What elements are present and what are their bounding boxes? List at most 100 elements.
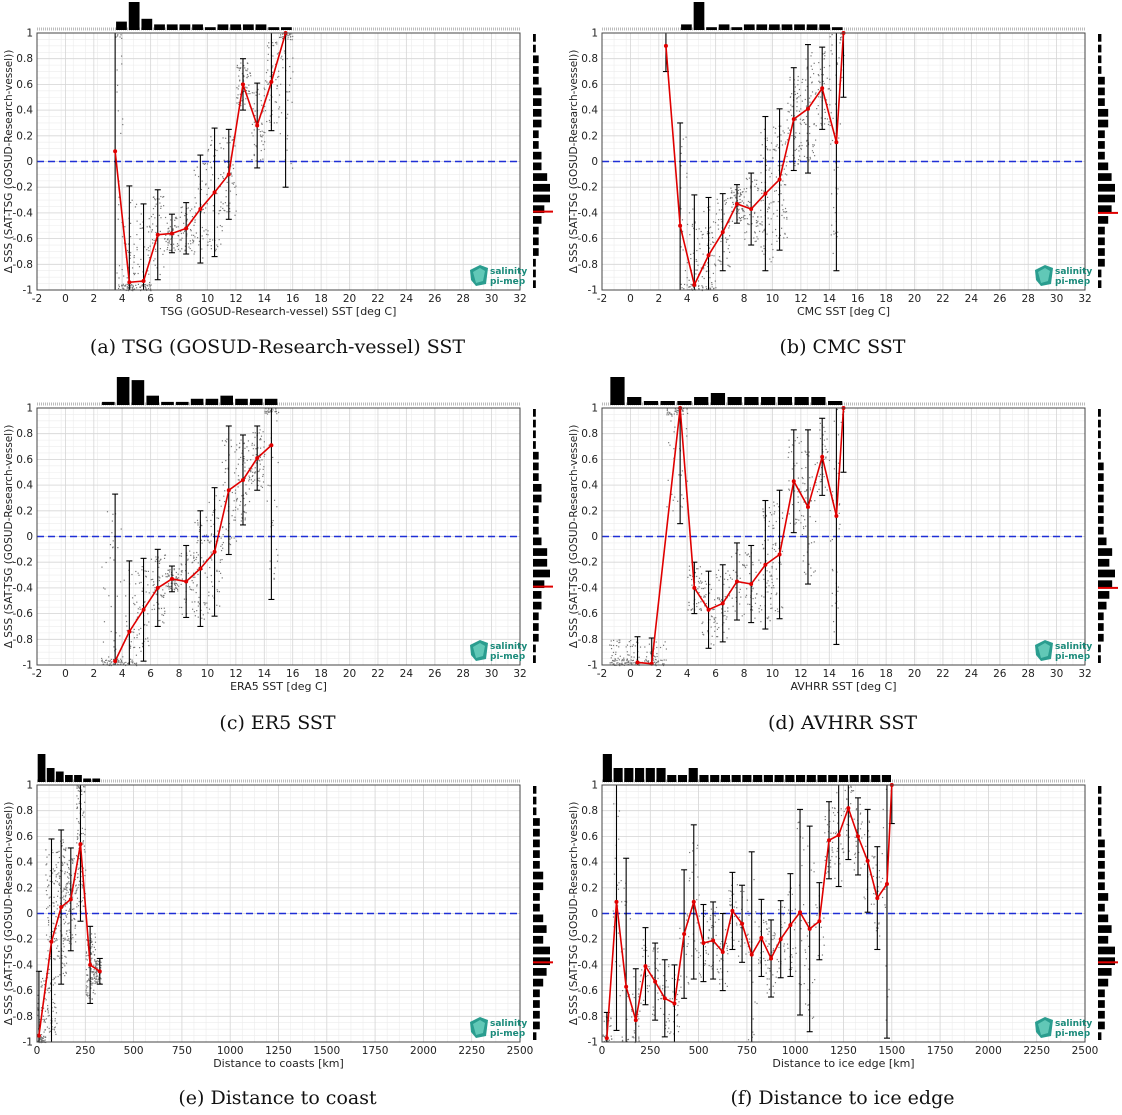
scatter-point <box>55 932 57 934</box>
scatter-point <box>247 75 249 78</box>
scatter-point <box>765 169 767 171</box>
scatter-point <box>628 641 630 643</box>
scatter-point <box>829 78 831 80</box>
mean-point <box>212 190 217 195</box>
scatter-point <box>54 870 56 872</box>
scatter-point <box>694 221 696 223</box>
scatter-point <box>258 477 260 479</box>
mean-point <box>734 579 739 584</box>
scatter-point <box>806 157 808 159</box>
x-tick-label: 26 <box>428 668 442 680</box>
scatter-point <box>715 617 717 619</box>
scatter-point <box>795 522 797 524</box>
x-tick-label: 8 <box>176 293 183 305</box>
scatter-point <box>686 976 688 978</box>
scatter-point <box>666 412 668 414</box>
scatter-point <box>247 68 249 70</box>
scatter-point <box>276 413 278 415</box>
scatter-point <box>164 554 166 556</box>
scatter-point <box>167 231 169 234</box>
scatter-point <box>194 251 196 253</box>
scatter-point <box>766 233 768 235</box>
scatter-point <box>74 927 76 929</box>
scatter-point <box>243 455 245 458</box>
scatter-point <box>831 538 833 541</box>
scatter-point <box>238 103 240 105</box>
scatter-point <box>153 608 156 610</box>
right-hist-bar <box>533 409 536 417</box>
scatter-point <box>757 225 759 227</box>
right-hist-bar <box>1098 655 1101 663</box>
right-hist-bar <box>533 644 536 653</box>
scatter-point <box>213 523 215 525</box>
scatter-point <box>619 662 621 665</box>
right-hist-bar <box>533 98 542 106</box>
scatter-point <box>43 1031 45 1033</box>
scatter-point <box>272 65 274 67</box>
scatter-point <box>726 616 728 618</box>
scatter-point <box>717 971 719 973</box>
scatter-point <box>243 74 245 77</box>
scatter-point <box>151 608 153 611</box>
plot-frame <box>36 784 521 1043</box>
scatter-point <box>108 595 110 597</box>
scatter-point <box>272 55 274 57</box>
scatter-point <box>132 662 134 664</box>
scatter-point <box>780 125 782 127</box>
scatter-point <box>65 888 67 890</box>
right-hist-bar <box>1098 548 1113 556</box>
scatter-point <box>725 202 727 204</box>
scatter-point <box>760 181 763 184</box>
scatter-point <box>760 200 762 202</box>
scatter-point <box>266 413 269 415</box>
scatter-point <box>809 489 812 491</box>
scatter-point <box>154 217 156 219</box>
scatter-point <box>222 533 224 536</box>
scatter-point <box>239 500 242 503</box>
scatter-point <box>248 488 250 490</box>
scatter-point <box>822 53 824 55</box>
scatter-point <box>101 657 103 660</box>
scatter-point <box>617 657 619 659</box>
scatter-point <box>768 585 770 587</box>
scatter-point <box>109 660 111 662</box>
scatter-point <box>774 935 776 937</box>
scatter-point <box>637 993 640 995</box>
scatter-point <box>262 468 264 470</box>
scatter-point <box>775 150 777 152</box>
right-hist-bar <box>533 258 536 267</box>
scatter-point <box>229 208 231 210</box>
scatter-point <box>671 415 673 417</box>
y-tick-label: -1 <box>588 285 598 297</box>
scatter-point <box>195 202 197 204</box>
scatter-point <box>813 73 815 75</box>
scatter-point <box>195 591 197 594</box>
scatter-point <box>784 207 787 210</box>
scatter-point <box>698 284 700 287</box>
scatter-point <box>790 104 792 106</box>
scatter-point <box>55 938 57 940</box>
scatter-point <box>163 195 165 198</box>
scatter-point <box>729 235 731 237</box>
scatter-point <box>763 230 765 232</box>
scatter-point <box>259 468 261 470</box>
right-hist-bar <box>533 108 542 117</box>
scatter-point <box>63 923 65 925</box>
right-hist-bar <box>533 526 539 535</box>
scatter-point <box>135 203 138 205</box>
scatter-point <box>278 106 281 108</box>
scatter-point <box>776 136 779 138</box>
scatter-point <box>741 200 743 202</box>
scatter-point <box>785 165 787 167</box>
mean-point <box>78 842 83 847</box>
panel-f: 0 250 500 750 1000 1250 1500 1750 2000 2250 2500 -1… <box>565 752 1121 1086</box>
scatter-point <box>773 149 775 151</box>
scatter-point <box>786 139 789 141</box>
scatter-point <box>112 658 115 661</box>
scatter-point <box>216 192 218 195</box>
scatter-point <box>64 905 66 907</box>
right-hist-bar <box>1098 462 1104 471</box>
scatter-point <box>235 185 237 187</box>
scatter-point <box>62 855 64 857</box>
